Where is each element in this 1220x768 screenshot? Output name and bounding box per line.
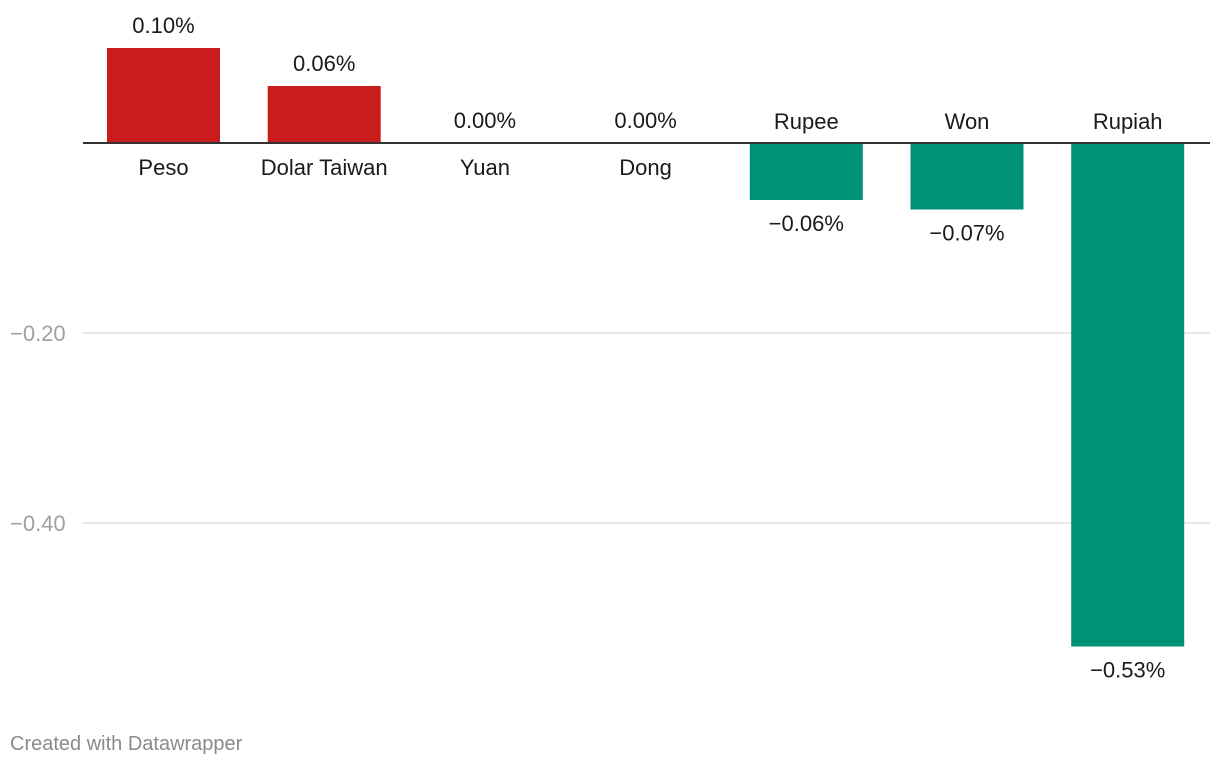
value-label: 0.00% — [614, 108, 676, 133]
category-label: Won — [945, 109, 990, 134]
value-label: −0.53% — [1090, 658, 1165, 683]
bar — [107, 48, 220, 143]
bars — [107, 48, 1185, 647]
value-label: 0.10% — [132, 13, 194, 38]
category-label: Yuan — [460, 155, 510, 180]
bar — [749, 143, 863, 200]
value-label: 0.06% — [293, 51, 355, 76]
labels: 0.10% Peso 0.06% Dolar Taiwan 0.00% Yuan 0.00%… — [83, 13, 1210, 683]
gridlines: −0.20 −0.40 — [10, 321, 1210, 536]
value-label: 0.00% — [454, 108, 516, 133]
y-tick-label: −0.40 — [10, 511, 66, 536]
category-label: Rupee — [774, 109, 839, 134]
value-label: −0.07% — [929, 221, 1004, 246]
bar — [910, 143, 1024, 210]
value-label: −0.06% — [769, 211, 844, 236]
category-label: Peso — [138, 155, 188, 180]
credit-text: Created with Datawrapper — [10, 733, 243, 755]
bar — [267, 86, 381, 143]
y-tick-label: −0.20 — [10, 321, 66, 346]
category-label: Rupiah — [1093, 109, 1163, 134]
category-label: Dong — [619, 155, 672, 180]
category-label: Dolar Taiwan — [261, 155, 388, 180]
bar — [1071, 143, 1185, 647]
